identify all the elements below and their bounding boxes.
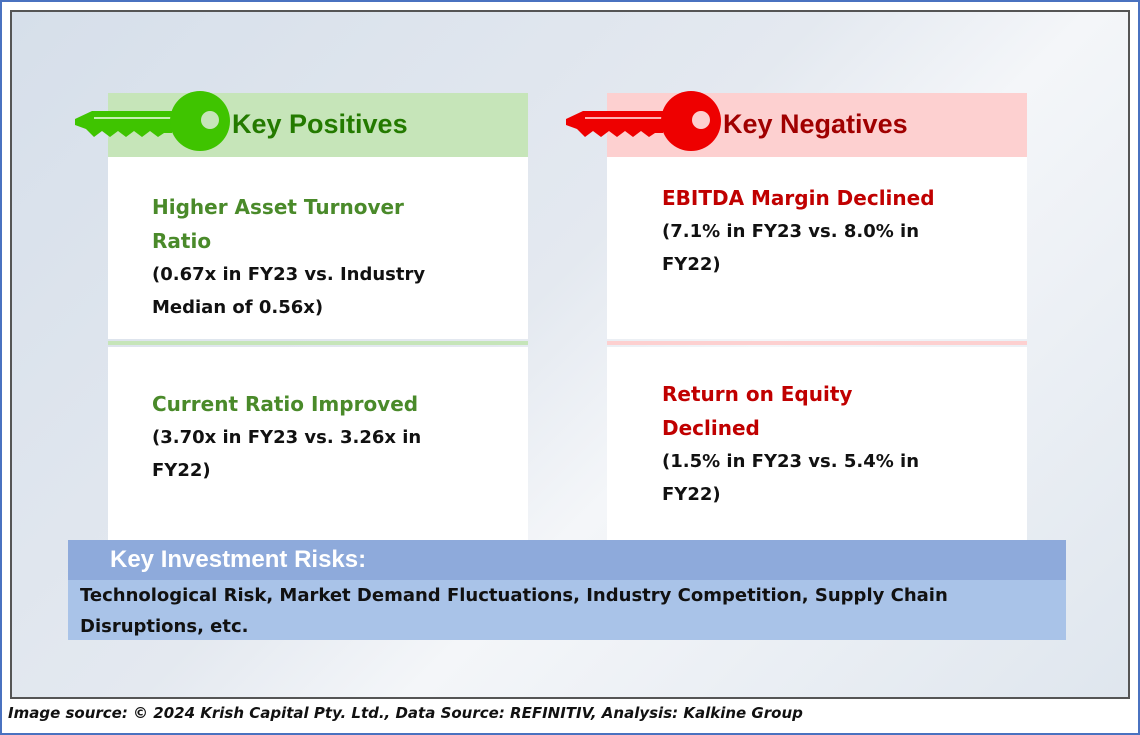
positive-detail: (0.67x in FY23 vs. Industry Median of 0.… [152,264,426,318]
negative-item: Return on Equity Declined (1.5% in FY23 … [607,347,1027,540]
source-caption: Image source: © 2024 Krish Capital Pty. … [8,704,803,722]
divider [607,341,1027,345]
negative-item: EBITDA Margin Declined (7.1% in FY23 vs.… [607,157,1027,339]
negative-title: EBITDA Margin Declined [662,186,935,210]
red-key-icon [566,91,721,151]
positives-heading: Key Positives [232,109,408,139]
risks-heading: Key Investment Risks: [68,540,1066,580]
positive-item: Higher Asset Turnover Ratio (0.67x in FY… [108,157,528,339]
negative-detail: (1.5% in FY23 vs. 5.4% in FY22) [662,451,920,505]
positive-title: Higher Asset Turnover Ratio [152,195,404,253]
negative-title: Return on Equity Declined [662,382,853,440]
positive-title: Current Ratio Improved [152,392,419,416]
positive-detail: (3.70x in FY23 vs. 3.26x in FY22) [152,427,422,481]
risks-text: Technological Risk, Market Demand Fluctu… [68,580,1066,640]
negatives-heading: Key Negatives [723,109,908,139]
negative-detail: (7.1% in FY23 vs. 8.0% in FY22) [662,221,920,275]
green-key-icon [75,91,230,151]
divider [108,341,528,345]
positive-item: Current Ratio Improved (3.70x in FY23 vs… [108,347,528,540]
investment-risks-box: Key Investment Risks: Technological Risk… [68,540,1066,640]
